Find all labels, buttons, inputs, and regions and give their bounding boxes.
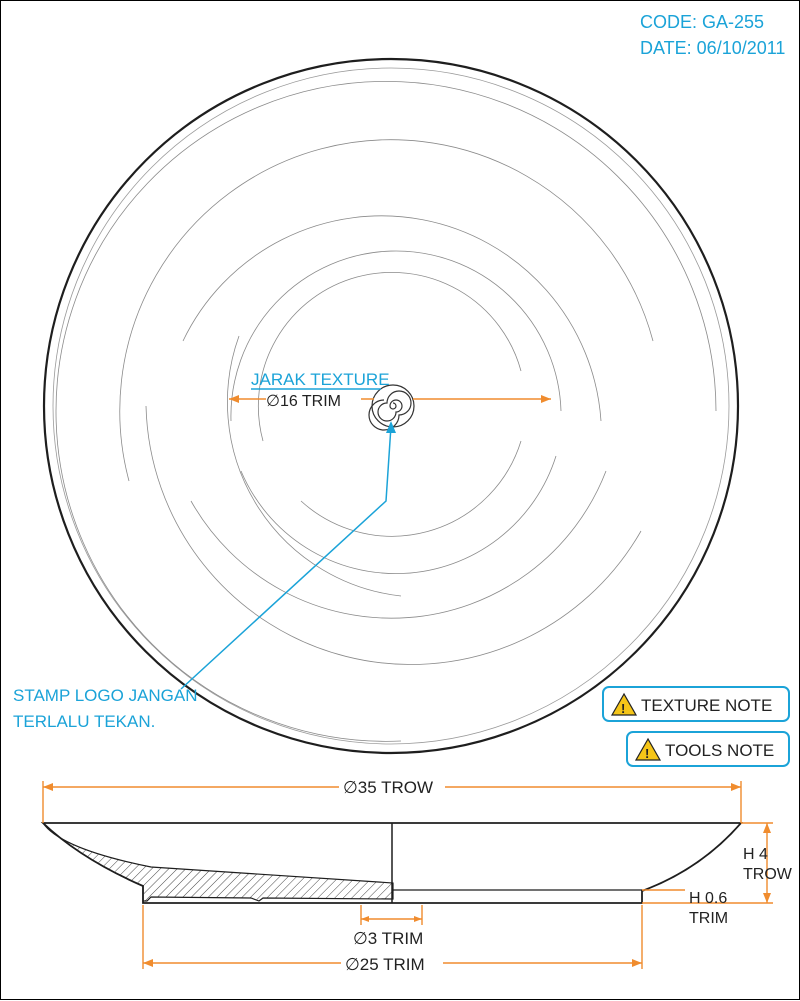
dimension-dia35	[42, 781, 742, 823]
stamp-note-line2: TERLALU TEKAN.	[13, 712, 155, 731]
dia3-label: ∅3 TRIM	[353, 929, 423, 948]
h4-sub-label: TROW	[743, 866, 793, 883]
h4-label: H 4	[743, 846, 768, 863]
drawing-date: DATE: 06/10/2011	[640, 38, 785, 58]
dimension-dia16: ∅16 TRIM	[229, 393, 551, 410]
svg-text:!: !	[645, 746, 649, 761]
dimension-h4	[642, 822, 773, 904]
plate-section-view	[40, 822, 743, 904]
warning-icon	[634, 737, 662, 761]
stamp-note-line1: STAMP LOGO JANGAN	[13, 686, 198, 705]
plate-inner-rim	[52, 67, 730, 745]
h06-sub-label: TRIM	[689, 910, 728, 927]
dimension-dia25	[142, 905, 643, 969]
dimension-dia3	[360, 905, 423, 925]
plate-outer-rim	[42, 57, 740, 755]
warning-icon	[610, 692, 638, 716]
drawing-code: CODE: GA-255	[640, 12, 764, 32]
svg-text:!: !	[621, 701, 625, 716]
texture-note-label: TEXTURE NOTE	[641, 696, 772, 715]
dia16-label: ∅16 TRIM	[266, 393, 341, 410]
tools-note-label: TOOLS NOTE	[665, 741, 774, 760]
plate-top-view	[42, 57, 740, 755]
texture-note-button[interactable]: ! TEXTURE NOTE	[602, 686, 790, 722]
stamp-leader-line	[180, 421, 396, 690]
h06-label: H 0.6	[689, 890, 727, 907]
tools-note-button[interactable]: ! TOOLS NOTE	[626, 731, 790, 767]
texture-spiral	[55, 80, 717, 742]
jarak-texture-label: JARAK TEXTURE	[251, 370, 390, 389]
dia35-label: ∅35 TROW	[343, 778, 433, 797]
dia25-label: ∅25 TRIM	[345, 955, 425, 974]
